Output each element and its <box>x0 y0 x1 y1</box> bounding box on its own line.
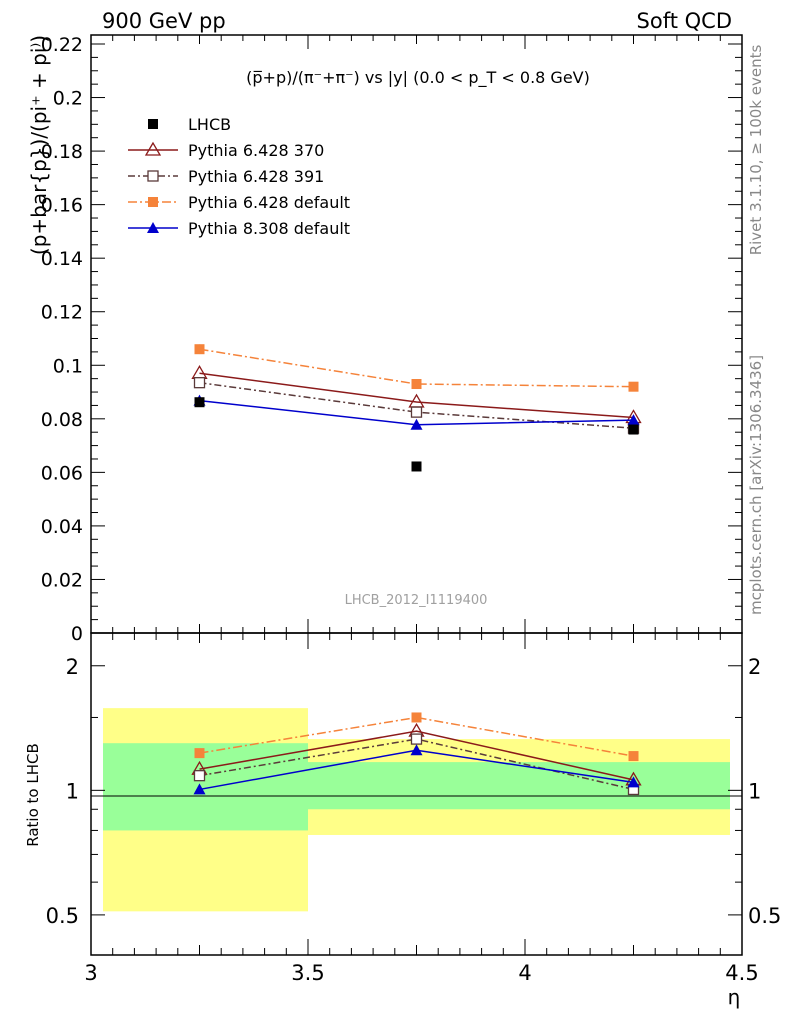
ratio-series-pythia-8-308-default <box>193 744 640 795</box>
ratio-y-tick-label: 1 <box>66 779 79 803</box>
ratio-y-tick-label-right: 0.5 <box>748 904 781 928</box>
ratio-y-tick-label-right: 1 <box>748 779 761 803</box>
main-y-tick-label: 0.06 <box>41 462 83 484</box>
rivet-label: Rivet 3.1.10, ≥ 100k events <box>747 45 765 256</box>
x-axis-label: η <box>728 985 741 1009</box>
data-point <box>628 381 639 392</box>
data-point <box>410 406 423 418</box>
series-line <box>199 348 634 388</box>
main-plot: (p+bar{p})/(pi⁺ + pi⁾) (p̅+p)/(π⁻+π⁻) vs… <box>27 34 743 645</box>
ratio-series-pythia-6-428-default <box>194 712 639 762</box>
legend-label: Pythia 6.428 391 <box>188 167 324 186</box>
data-point <box>191 365 208 379</box>
ratio-point <box>193 770 206 782</box>
ratio-point <box>410 744 423 756</box>
uncertainty-band-green <box>308 762 730 810</box>
legend-marker <box>147 222 159 233</box>
data-point <box>411 379 422 390</box>
legend-marker <box>144 141 162 156</box>
ratio-plot-frame <box>90 632 743 956</box>
data-point <box>410 418 423 430</box>
x-tick-label: 4.5 <box>725 961 758 985</box>
ratio-point <box>194 748 205 759</box>
analysis-label: LHCB_2012_I1119400 <box>345 593 488 608</box>
main-y-tick-label: 0.2 <box>53 88 83 110</box>
data-point <box>411 461 422 472</box>
ratio-plot: 0.5 0.5 1 1 2 2 3 3.5 4 4.5 Ratio to LHCB η <box>24 632 781 1009</box>
legend-item: Pythia 6.428 370 <box>128 141 324 160</box>
legend-marker <box>147 170 159 182</box>
data-point <box>194 397 205 408</box>
series-line <box>199 372 634 419</box>
ratio-y-tick-label: 0.5 <box>46 904 79 928</box>
data-point <box>193 377 206 389</box>
mcplots-label: mcplots.cern.ch [arXiv:1306.3436] <box>747 355 765 615</box>
main-y-tick-label: 0.12 <box>41 302 83 324</box>
data-point <box>628 424 639 435</box>
legend-marker <box>148 119 158 129</box>
ratio-y-axis-label: Ratio to LHCB <box>24 743 42 847</box>
legend-label: Pythia 8.308 default <box>188 219 350 238</box>
main-y-tick-label: 0 <box>71 623 83 645</box>
main-series-pythia-6-428-default <box>194 344 639 392</box>
legend-label: Pythia 6.428 default <box>188 193 350 212</box>
x-tick-label: 4 <box>518 961 531 985</box>
main-y-tick-label: 0.1 <box>53 355 83 377</box>
data-point <box>194 344 205 355</box>
legend: LHCB Pythia 6.428 370 Pythia 6.428 391 Pyth… <box>128 115 350 238</box>
legend-item: LHCB <box>148 115 231 134</box>
main-y-axis-label: (p+bar{p})/(pi⁺ + pi⁾) <box>27 35 51 255</box>
data-point <box>627 414 640 426</box>
main-y-tick-label: 0.16 <box>41 195 83 217</box>
ratio-point <box>627 776 640 788</box>
main-y-tick-label: 0.22 <box>41 34 83 56</box>
main-y-tick-label: 0.04 <box>41 516 83 538</box>
header-right: Soft QCD <box>637 9 732 33</box>
main-plot-title: (p̅+p)/(π⁻+π⁻) vs |y| (0.0 < p_T < 0.8 G… <box>246 68 590 88</box>
ratio-point <box>410 733 423 745</box>
main-series-lhcb <box>194 397 639 472</box>
legend-item: Pythia 6.428 default <box>128 193 350 212</box>
ratio-line <box>199 730 634 781</box>
main-y-tick-label: 0.02 <box>41 569 83 591</box>
uncertainty-band-green <box>103 743 308 831</box>
ratio-point <box>628 751 639 762</box>
legend-label: LHCB <box>188 115 231 134</box>
ratio-line <box>199 716 634 757</box>
legend-marker <box>148 197 158 207</box>
x-tick-label: 3.5 <box>291 961 324 985</box>
ratio-point <box>411 712 422 723</box>
main-y-tick-label: 0.08 <box>41 409 83 431</box>
main-y-tick-label: 0.18 <box>41 141 83 163</box>
ratio-y-tick-label: 2 <box>66 655 79 679</box>
legend-label: Pythia 6.428 370 <box>188 141 324 160</box>
series-line <box>199 381 634 429</box>
legend-item: Pythia 6.428 391 <box>128 167 324 186</box>
main-y-tick-label: 0.14 <box>41 248 83 270</box>
x-tick-label: 3 <box>84 961 97 985</box>
ratio-point <box>193 783 206 795</box>
header-left: 900 GeV pp <box>102 9 226 33</box>
ratio-y-tick-label-right: 2 <box>748 655 761 679</box>
legend-item: Pythia 8.308 default <box>128 219 350 238</box>
